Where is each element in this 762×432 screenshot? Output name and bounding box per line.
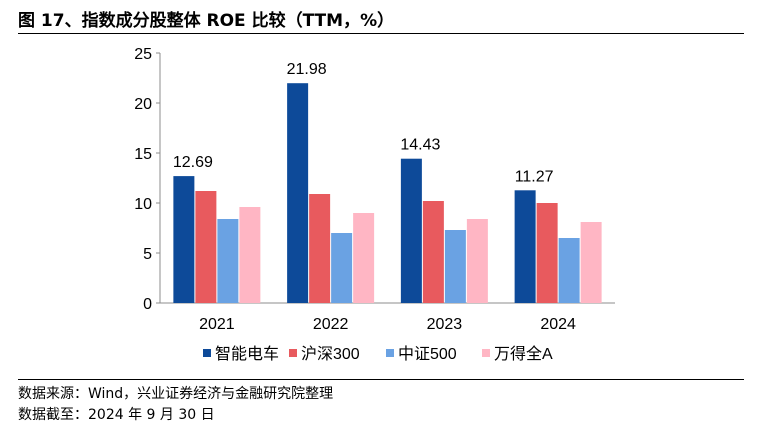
data-label: 14.43 [400,137,440,154]
bottom-rule [18,379,744,380]
legend-swatch [386,349,394,357]
bar [173,176,195,303]
legend-label: 智能电车 [215,345,279,363]
data-label: 11.27 [515,168,554,185]
bar [353,213,375,303]
bar [400,158,422,303]
legend-label: 万得全A [494,345,553,363]
bar-chart: 0 5 10 15 20 25 2021 2022 2023 2024 12.69 21.98 14.… [134,46,615,363]
chart-axes: 0 5 10 15 20 25 2021 2022 2023 2024 [134,46,615,333]
top-rule [18,33,744,34]
legend-swatch [203,349,211,357]
bar [558,238,580,303]
x-tick-label: 2021 [199,316,235,333]
y-tick-label: 0 [143,296,152,313]
x-tick-label: 2022 [313,316,349,333]
bar [514,190,536,303]
bar [287,83,309,303]
y-tick-label: 25 [134,46,152,63]
chart-data-labels: 12.69 21.98 14.43 11.27 [173,61,554,185]
chart-legend: 智能电车 沪深300 中证500 万得全A [203,345,553,363]
data-label: 21.98 [287,61,327,78]
bar [239,207,261,303]
legend-swatch [289,349,297,357]
legend-swatch [482,349,490,357]
bar [536,203,558,303]
bar [580,222,602,303]
bar [195,191,217,303]
bar [466,219,488,303]
legend-label: 沪深300 [301,345,360,363]
x-tick-label: 2024 [540,316,576,333]
y-tick-label: 20 [134,96,152,113]
legend-label: 中证500 [398,345,457,363]
bar [217,219,239,303]
y-tick-label: 10 [134,196,152,213]
bar [422,201,444,303]
bar [309,194,331,303]
bar [444,230,466,303]
y-tick-label: 15 [134,146,152,163]
data-label: 12.69 [173,154,213,171]
x-tick-label: 2023 [427,316,463,333]
chart-bars [173,83,602,303]
source-note: 数据来源：Wind，兴业证券经济与金融研究院整理 [18,386,334,402]
bar [331,233,353,303]
date-note: 数据截至：2024 年 9 月 30 日 [18,407,215,423]
y-tick-label: 5 [143,246,152,263]
figure-title: 图 17、指数成分股整体 ROE 比较（TTM，%） [18,11,395,31]
